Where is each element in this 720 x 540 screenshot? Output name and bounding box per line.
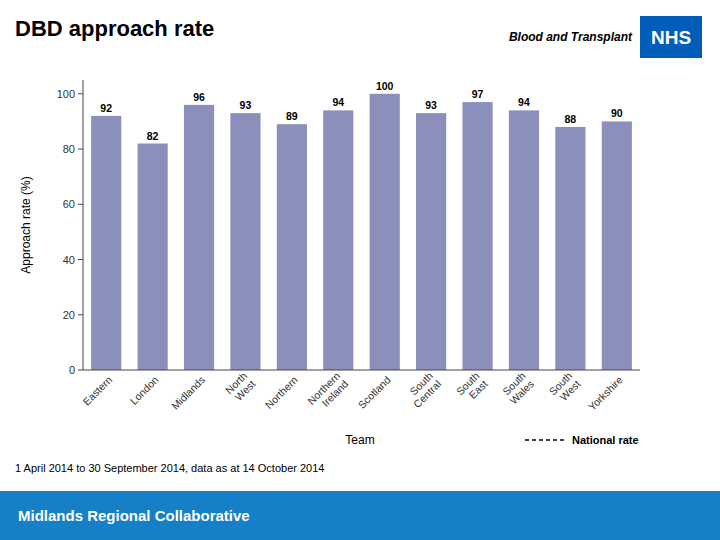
x-tick-label-group: SouthCentral [403,369,444,410]
y-axis-label: Approach rate (%) [19,176,33,273]
x-axis-label: Team [345,433,374,447]
data-label: 88 [565,113,577,125]
y-tick-label: 60 [63,198,75,210]
chart: DBD approach rate NHS Blood and Transplant… [0,0,720,540]
data-label: 94 [332,96,344,108]
logo-box [640,16,702,58]
x-tick-label-group: NorthWest [223,369,258,404]
y-tick-label: 80 [63,143,75,155]
data-label: 100 [376,80,394,92]
x-tick-label-group: London [127,373,160,406]
data-label: 94 [518,96,530,108]
key-swatch [525,439,565,441]
x-tick-label: SouthEast [454,369,490,405]
subtitle: 1 April 2014 to 30 September 2014, data … [15,462,324,474]
background [0,0,720,540]
y-tick [78,370,83,371]
x-tick-label: Eastern [80,373,114,407]
x-tick-label-group: Yorkshire [586,373,625,412]
y-axis [83,80,84,370]
bar [509,110,539,370]
bar [602,121,632,370]
data-label: 97 [472,88,484,100]
x-tick-label-group: Midlands [169,374,207,412]
bar [323,110,353,370]
y-tick-label: 20 [63,309,75,321]
bar [416,113,446,370]
key-label: National rate [572,434,639,446]
x-tick-label: SouthWest [546,369,582,405]
data-label: 96 [193,91,205,103]
x-tick-label-group: SouthWales [499,369,536,406]
x-tick-label-group: SouthEast [454,369,490,405]
y-tick [78,259,83,260]
data-label: 82 [147,130,159,142]
x-tick-label-group: Northern [263,373,300,410]
x-tick-label: SouthCentral [403,369,444,410]
x-axis [83,370,640,371]
data-label: 90 [611,107,623,119]
y-tick [78,93,83,94]
y-tick-label: 40 [63,254,75,266]
footer-text: Midlands Regional Collaborative [18,507,250,524]
x-tick-label-group: NorthernIreland [305,369,351,415]
bar [184,105,214,370]
data-label: 89 [286,110,298,122]
data-label: 93 [425,99,437,111]
logo-text: NHS [651,27,691,48]
x-tick-label: NorthernIreland [305,369,351,415]
title: DBD approach rate [15,16,214,41]
bars [91,94,632,370]
x-tick-label-group: Scotland [355,373,392,410]
data-label: 92 [100,102,112,114]
y-tick-label: 0 [69,364,75,376]
x-tick-label: SouthWales [499,369,536,406]
data-label: 93 [240,99,252,111]
y-tick [78,149,83,150]
bar [277,124,307,370]
footer-bar [0,491,720,540]
x-tick-label: NorthWest [223,369,258,404]
x-tick-label: Yorkshire [586,373,625,412]
x-tick-label: Midlands [169,374,207,412]
bar [138,144,168,370]
y-tick-label: 100 [57,88,75,100]
bar [230,113,260,370]
y-tick [78,314,83,315]
x-tick-label: Northern [263,373,300,410]
x-tick-label: London [127,373,160,406]
x-tick-label: Scotland [355,373,392,410]
bar [555,127,585,370]
bar [91,116,121,370]
bar [370,94,400,370]
y-tick [78,204,83,205]
logo-caption: Blood and Transplant [509,30,633,44]
bar [462,102,492,370]
x-tick-label-group: Eastern [80,373,114,407]
x-tick-label-group: SouthWest [546,369,582,405]
